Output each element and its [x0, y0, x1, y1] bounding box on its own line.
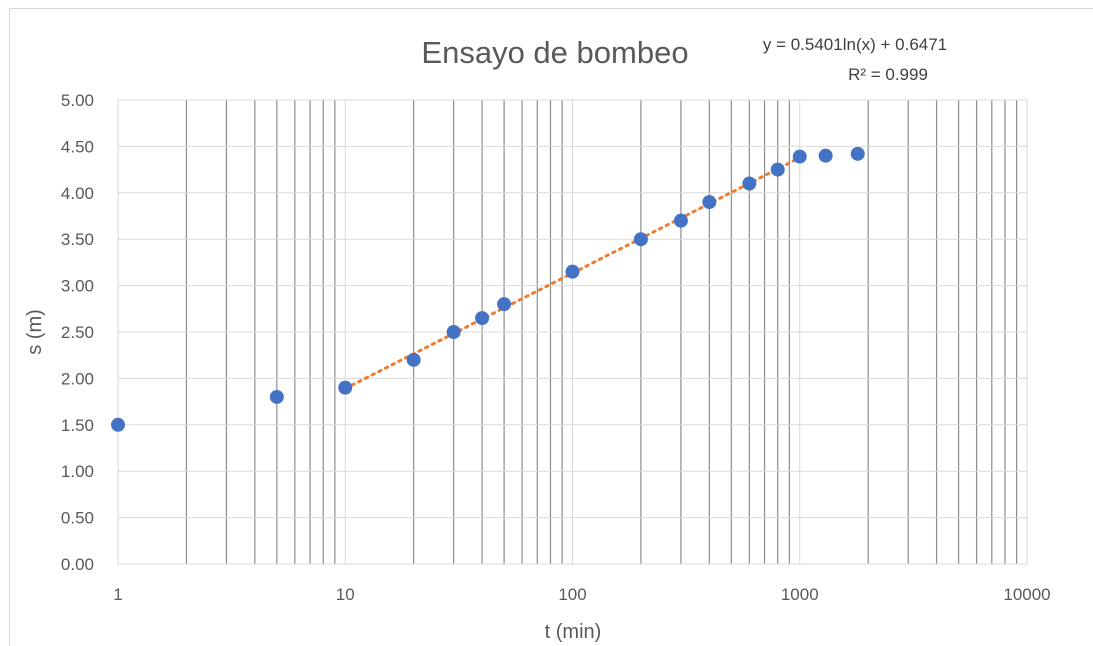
data-point	[792, 149, 807, 164]
data-point	[742, 176, 757, 191]
y-tick-label: 1.50	[61, 416, 94, 435]
data-point	[475, 311, 490, 326]
y-tick-label: 3.50	[61, 230, 94, 249]
trendline-r2: R² = 0.999	[848, 65, 928, 84]
y-tick-label: 3.00	[61, 277, 94, 296]
data-point	[850, 146, 865, 161]
data-point	[497, 297, 512, 312]
y-tick-label: 4.50	[61, 137, 94, 156]
x-tick-label: 1	[113, 585, 122, 604]
y-tick-label: 0.50	[61, 509, 94, 528]
x-tick-label: 100	[558, 585, 586, 604]
y-tick-labels: 0.00 0.50 1.00 1.50 2.00 2.50 3.00 3.50 4.00 4.50…	[61, 91, 94, 574]
data-point	[446, 325, 461, 339]
x-tick-label: 10000	[1003, 585, 1050, 604]
data-point	[702, 195, 717, 210]
data-point	[633, 232, 648, 247]
y-axis-title: s (m)	[24, 309, 46, 355]
y-tick-label: 2.00	[61, 369, 94, 388]
trendline-equation: y = 0.5401ln(x) + 0.6471	[763, 35, 947, 54]
data-point	[338, 380, 353, 395]
data-points	[111, 146, 865, 432]
data-point	[111, 417, 125, 432]
x-tick-labels: 1 10 100 1000 10000	[113, 585, 1050, 604]
horizontal-gridlines	[118, 99, 1027, 565]
chart-title: Ensayo de bombeo	[421, 35, 688, 70]
chart-frame	[9, 8, 1093, 646]
y-tick-label: 5.00	[61, 91, 94, 110]
data-point	[673, 213, 688, 228]
data-point	[565, 264, 580, 279]
data-point	[406, 352, 421, 367]
data-point	[770, 162, 785, 177]
y-tick-label: 0.00	[61, 555, 94, 574]
y-tick-label: 2.50	[61, 323, 94, 342]
x-tick-label: 10	[336, 585, 355, 604]
y-tick-label: 1.00	[61, 462, 94, 481]
data-point	[818, 148, 833, 163]
data-point	[269, 389, 284, 404]
x-tick-label: 1000	[781, 585, 819, 604]
y-tick-label: 4.00	[61, 184, 94, 203]
x-axis-title: t (min)	[545, 621, 602, 643]
